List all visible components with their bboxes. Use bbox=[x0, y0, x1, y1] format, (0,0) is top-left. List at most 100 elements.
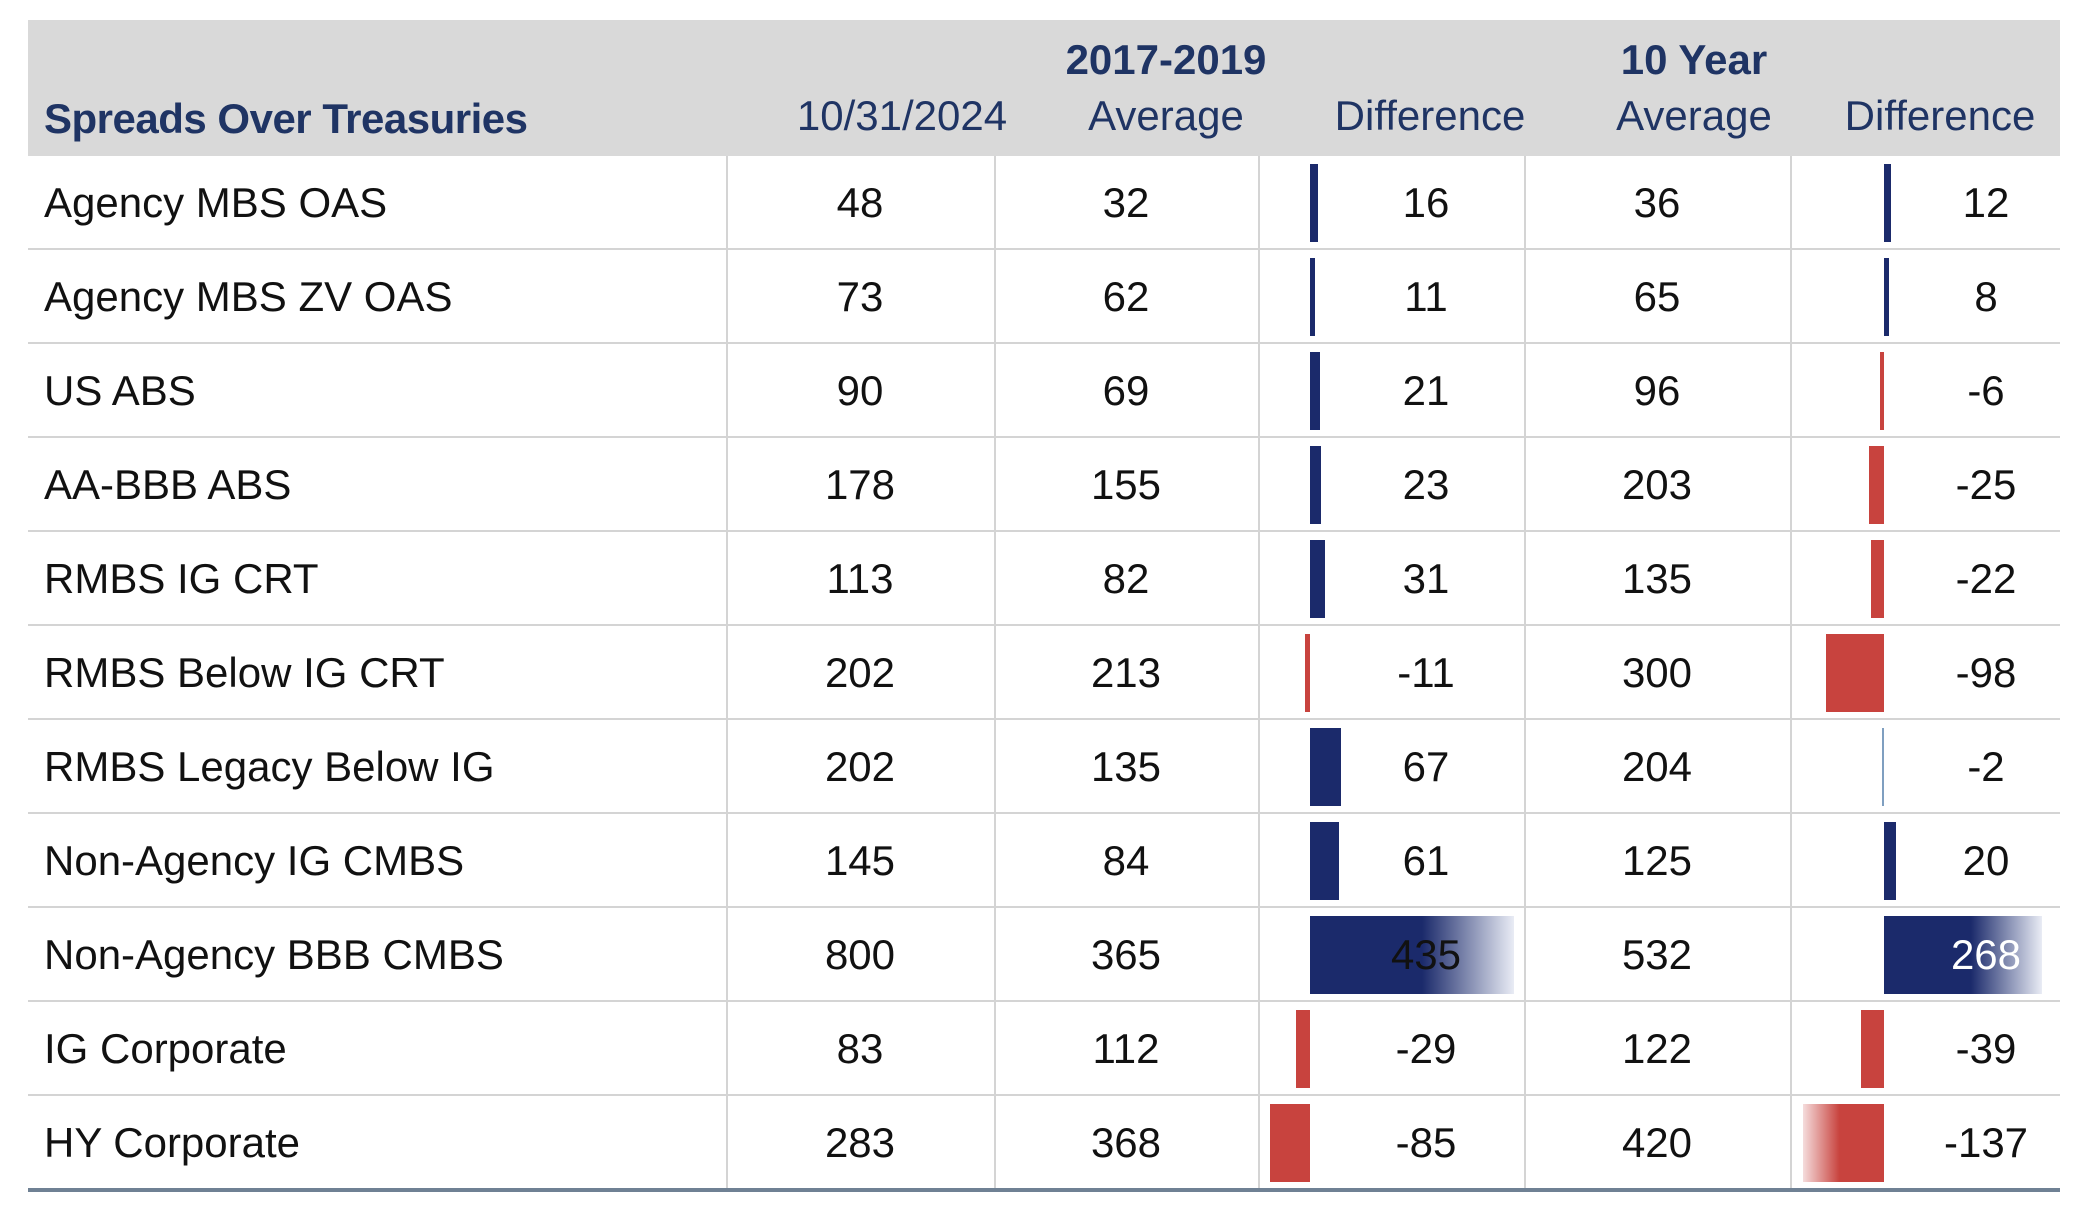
column-divider bbox=[1258, 156, 1260, 1190]
row-label: RMBS Legacy Below IG bbox=[44, 743, 495, 790]
diff-value: -85 bbox=[1395, 1119, 1457, 1166]
diff-bar bbox=[1884, 916, 2042, 994]
current-spread: 113 bbox=[826, 555, 894, 602]
row-divider bbox=[28, 436, 2060, 438]
header-group2: 10 Year bbox=[1620, 36, 1768, 83]
current-spread: 800 bbox=[824, 931, 896, 978]
avg-10-year: 96 bbox=[1633, 367, 1681, 414]
row-label: IG Corporate bbox=[44, 1025, 287, 1072]
diff-value: 12 bbox=[1962, 179, 2010, 226]
diff-bar bbox=[1310, 352, 1320, 430]
table-row: Agency MBS OAS 48 32 16 36 12 bbox=[28, 156, 2060, 250]
diff-value: 61 bbox=[1402, 837, 1450, 884]
diff-value: -29 bbox=[1395, 1025, 1457, 1072]
table-row: HY Corporate 283 368 -85 420 -137 bbox=[28, 1096, 2060, 1190]
avg-2017-2019: 135 bbox=[1090, 743, 1162, 790]
diff-value: 268 bbox=[1950, 931, 2022, 978]
current-spread: 178 bbox=[824, 461, 896, 508]
column-divider bbox=[726, 156, 728, 1190]
table-row: Non-Agency IG CMBS 145 84 61 125 20 bbox=[28, 814, 2060, 908]
diff-bar bbox=[1304, 634, 1310, 712]
current-spread: 145 bbox=[824, 837, 896, 884]
diff-bar bbox=[1869, 446, 1884, 524]
diff-bar bbox=[1310, 258, 1316, 336]
column-divider bbox=[994, 156, 996, 1190]
avg-10-year: 420 bbox=[1621, 1119, 1693, 1166]
diff-value: 31 bbox=[1402, 555, 1450, 602]
diff-bar bbox=[1310, 446, 1321, 524]
diff-value: -137 bbox=[1943, 1119, 2029, 1166]
avg-10-year: 65 bbox=[1633, 273, 1681, 320]
diff-bar bbox=[1826, 634, 1884, 712]
row-divider bbox=[28, 530, 2060, 532]
avg-10-year: 204 bbox=[1621, 743, 1693, 790]
avg-2017-2019: 82 bbox=[1102, 555, 1150, 602]
table-row: RMBS Below IG CRT 202 213 -11 300 -98 bbox=[28, 626, 2060, 720]
avg-10-year: 300 bbox=[1621, 649, 1693, 696]
current-spread: 202 bbox=[824, 649, 896, 696]
diff-bar bbox=[1880, 352, 1884, 430]
current-spread: 202 bbox=[824, 743, 896, 790]
avg-2017-2019: 213 bbox=[1090, 649, 1162, 696]
row-label: HY Corporate bbox=[44, 1119, 301, 1166]
diff-value: 16 bbox=[1402, 179, 1450, 226]
header-avg2: Average bbox=[1616, 92, 1772, 139]
table-row: Non-Agency BBB CMBS 800 365 435 532 268 bbox=[28, 908, 2060, 1002]
avg-2017-2019: 32 bbox=[1102, 179, 1150, 226]
table-row: RMBS IG CRT 113 82 31 135 -22 bbox=[28, 532, 2060, 626]
table-header: Spreads Over Treasuries 10/31/2024 2017-… bbox=[28, 20, 2060, 156]
table-row: IG Corporate 83 112 -29 122 -39 bbox=[28, 1002, 2060, 1096]
row-label: Agency MBS ZV OAS bbox=[44, 273, 453, 320]
diff-value: 23 bbox=[1402, 461, 1450, 508]
row-label: Agency MBS OAS bbox=[44, 179, 388, 226]
row-divider bbox=[28, 624, 2060, 626]
diff-bar bbox=[1884, 258, 1889, 336]
diff-value: -39 bbox=[1955, 1025, 2017, 1072]
diff-value: -2 bbox=[1967, 743, 2005, 790]
current-spread: 48 bbox=[836, 179, 884, 226]
diff-bar bbox=[1310, 822, 1339, 900]
table-row: Agency MBS ZV OAS 73 62 11 65 8 bbox=[28, 250, 2060, 344]
avg-10-year: 203 bbox=[1621, 461, 1693, 508]
current-spread: 90 bbox=[836, 367, 884, 414]
avg-10-year: 125 bbox=[1621, 837, 1693, 884]
diff-value: -25 bbox=[1955, 461, 2017, 508]
avg-2017-2019: 368 bbox=[1090, 1119, 1162, 1166]
diff-bar bbox=[1310, 916, 1515, 994]
diff-value: 435 bbox=[1390, 931, 1462, 978]
diff-bar bbox=[1884, 822, 1896, 900]
row-label: Non-Agency IG CMBS bbox=[44, 837, 465, 884]
avg-10-year: 135 bbox=[1621, 555, 1693, 602]
column-divider bbox=[1524, 156, 1526, 1190]
row-divider bbox=[28, 1094, 2060, 1096]
current-spread: 283 bbox=[824, 1119, 896, 1166]
row-divider bbox=[28, 906, 2060, 908]
diff-value: 67 bbox=[1402, 743, 1450, 790]
avg-10-year: 532 bbox=[1621, 931, 1693, 978]
header-date: 10/31/2024 bbox=[796, 92, 1008, 139]
row-label: RMBS IG CRT bbox=[44, 555, 319, 602]
diff-value: -98 bbox=[1955, 649, 2017, 696]
avg-10-year: 122 bbox=[1621, 1025, 1693, 1072]
diff-value: 20 bbox=[1962, 837, 2010, 884]
row-divider bbox=[28, 1000, 2060, 1002]
avg-2017-2019: 84 bbox=[1102, 837, 1150, 884]
row-label: US ABS bbox=[44, 367, 196, 414]
row-divider bbox=[28, 248, 2060, 250]
table-bottom-rule bbox=[28, 1188, 2060, 1192]
current-spread: 73 bbox=[836, 273, 884, 320]
diff-bar bbox=[1310, 164, 1318, 242]
avg-10-year: 36 bbox=[1633, 179, 1681, 226]
table-title: Spreads Over Treasuries bbox=[44, 95, 528, 142]
header-diff1: Difference bbox=[1334, 92, 1526, 139]
column-divider bbox=[1790, 156, 1792, 1190]
avg-2017-2019: 112 bbox=[1092, 1025, 1160, 1072]
table-row: RMBS Legacy Below IG 202 135 67 204 -2 bbox=[28, 720, 2060, 814]
spreads-table: Spreads Over Treasuries 10/31/2024 2017-… bbox=[28, 20, 2060, 1193]
diff-bar bbox=[1310, 540, 1325, 618]
diff-value: -11 bbox=[1397, 649, 1455, 696]
avg-2017-2019: 62 bbox=[1102, 273, 1150, 320]
diff-value: 11 bbox=[1404, 273, 1448, 320]
diff-value: -6 bbox=[1967, 367, 2005, 414]
header-group1: 2017-2019 bbox=[1065, 36, 1267, 83]
